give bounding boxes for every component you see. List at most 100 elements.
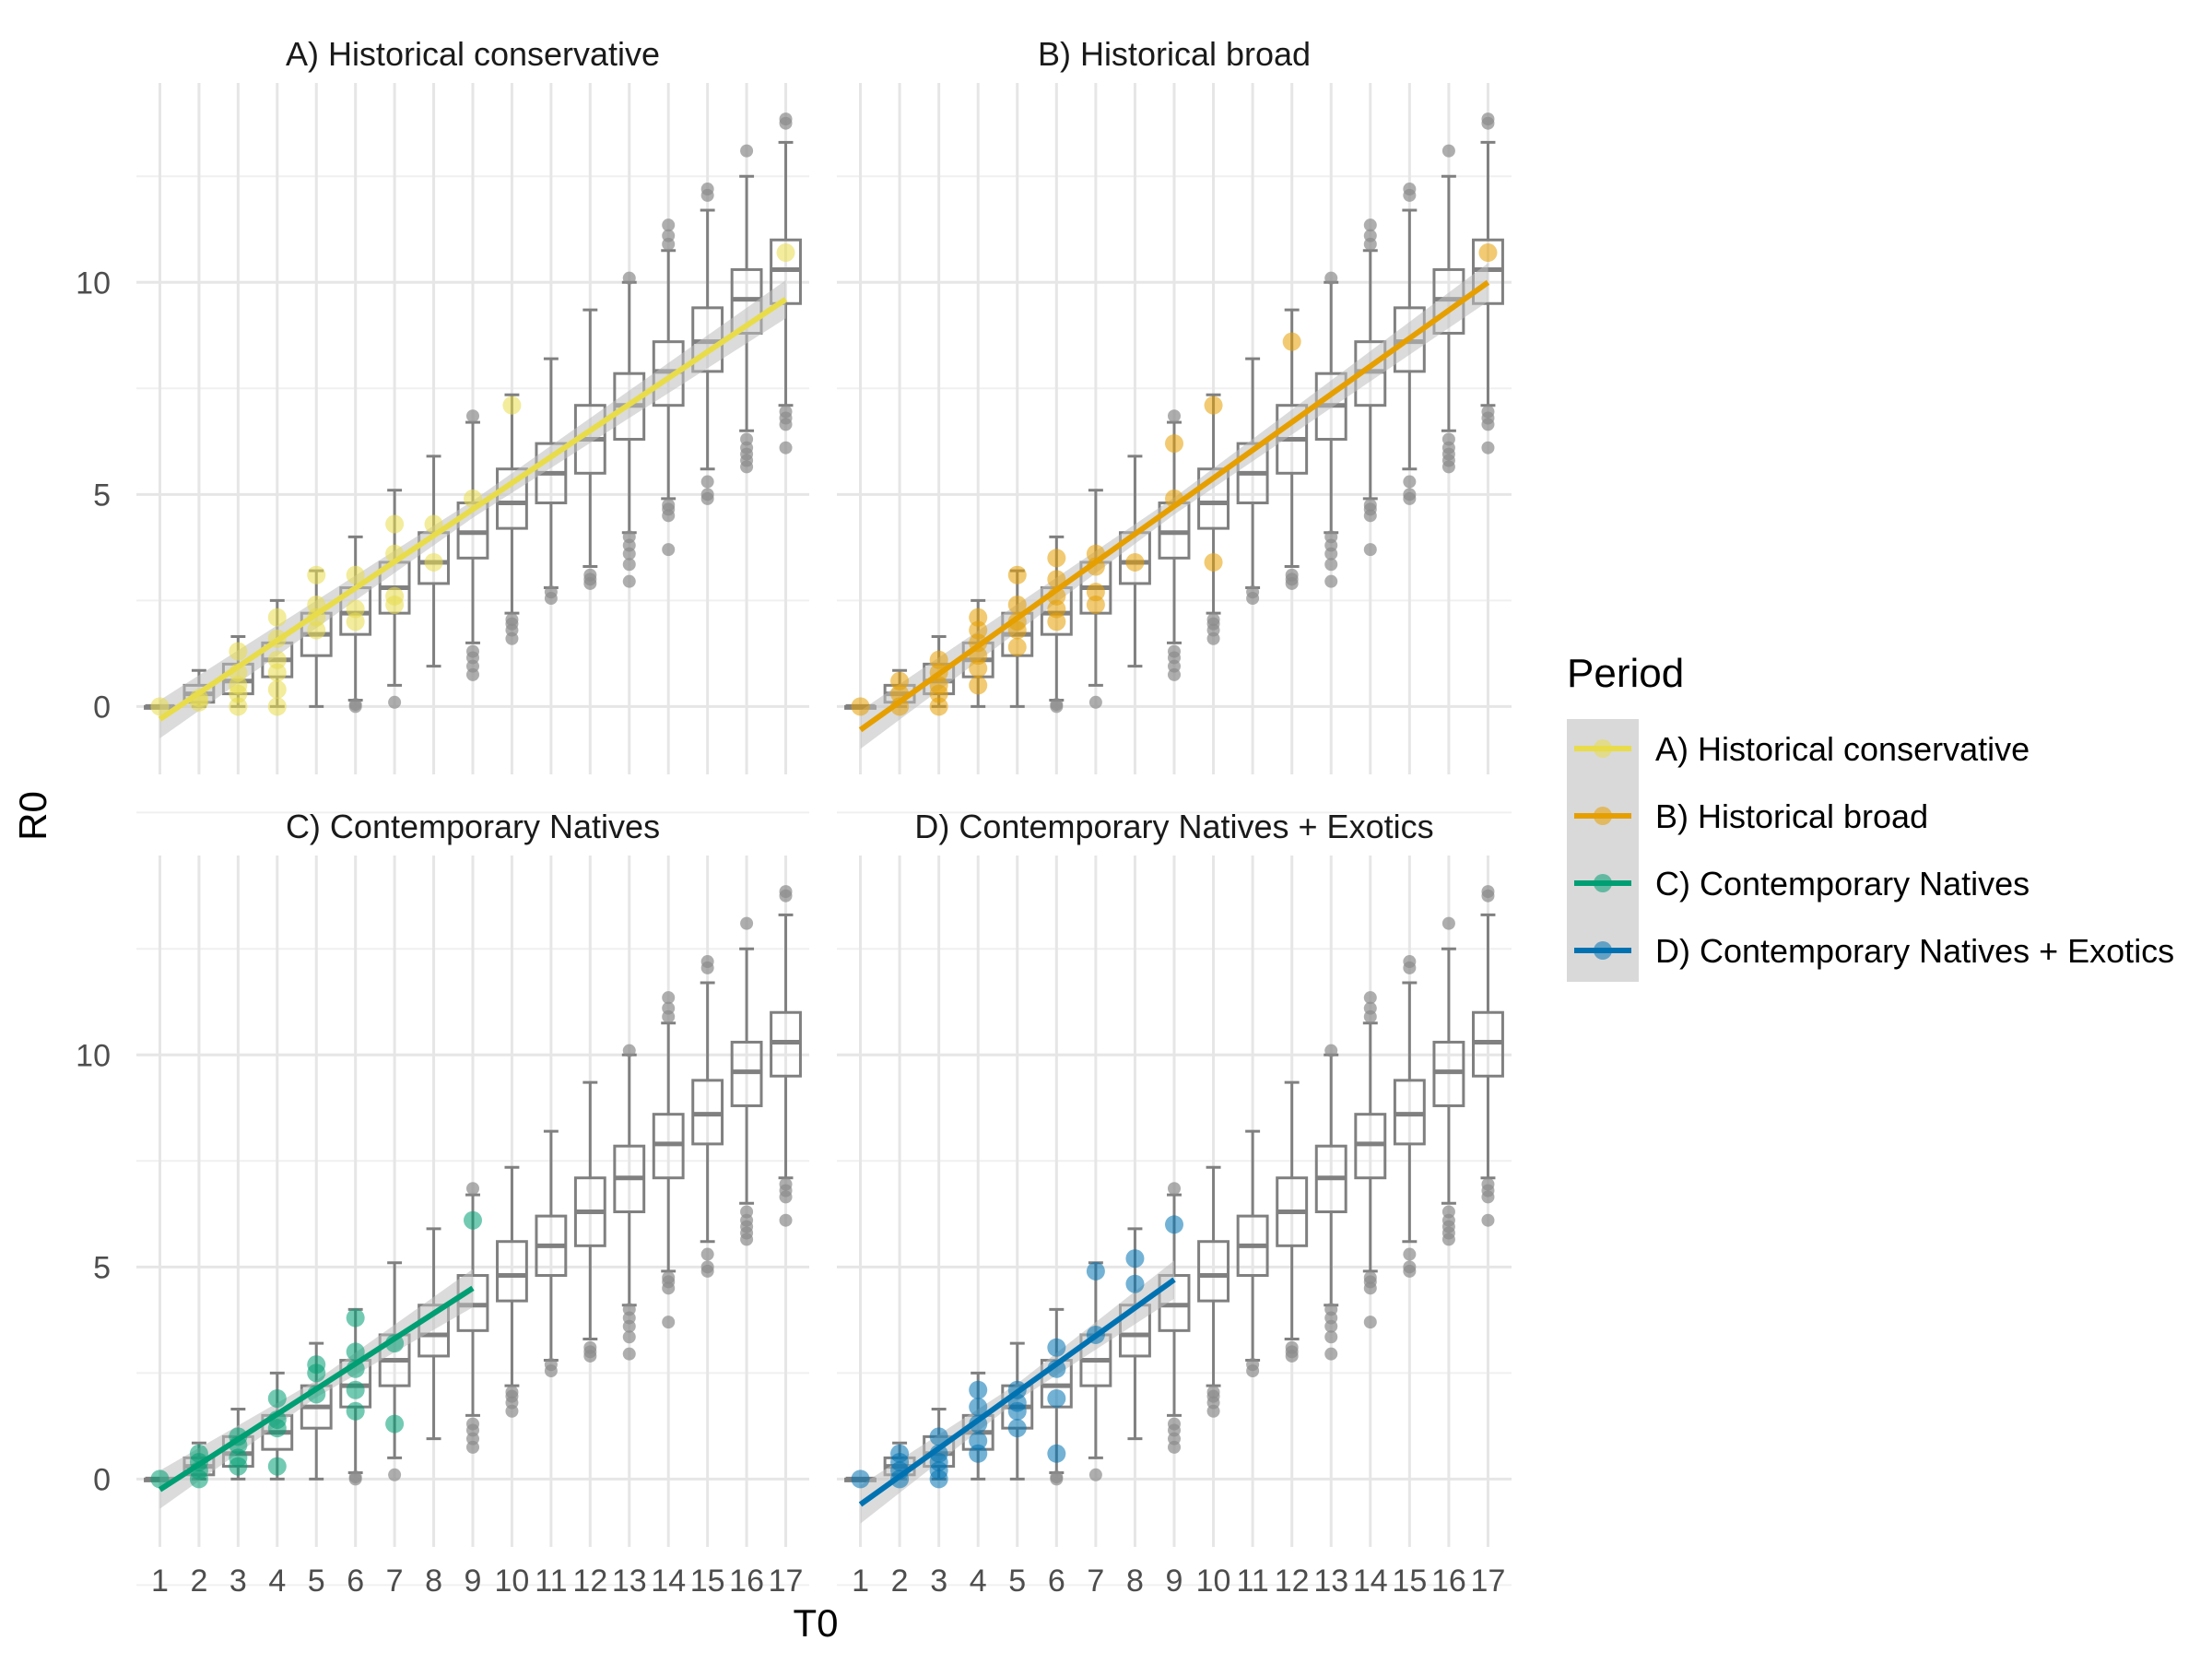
outlier-point [622,1303,636,1316]
outlier-point [1324,558,1338,572]
data-point [267,608,287,627]
outlier-point [348,1470,362,1484]
outlier-point [544,1358,558,1372]
boxplot [1314,1044,1347,1361]
outlier-point [466,409,479,423]
outlier-point [662,1270,676,1284]
boxplot [1197,393,1230,645]
outlier-point [1050,698,1064,712]
outlier-point [583,568,597,582]
x-tick-label: 6 [1048,1564,1065,1599]
boxplot [573,1080,606,1363]
boxplot [1197,1165,1230,1418]
outlier-point [388,695,402,709]
data-point [1047,599,1066,619]
data-point [267,679,287,699]
legend-label: C) Contemporary Natives [1655,865,2030,903]
x-tick-label: 1 [852,1564,869,1599]
outlier-point [1050,1470,1064,1484]
data-point [1047,1444,1066,1463]
data-point [929,676,948,695]
boxplot [1472,885,1504,1227]
outlier-point [700,1247,714,1261]
legend-key-point [1594,874,1612,892]
data-point [969,1380,988,1399]
x-tick-label: 14 [651,1564,686,1599]
data-point [385,514,405,534]
legend: Period A) Historical conservative B) Hist… [1567,651,2174,982]
outlier-point [622,574,636,588]
boxplot [730,916,763,1246]
boxplot [496,1165,528,1418]
outlier-point [1403,955,1417,969]
data-point [1125,1249,1145,1269]
regression-line [858,1277,1176,1507]
x-tick-label: 8 [425,1564,442,1599]
data-point [307,1355,326,1375]
outlier-point [1481,441,1495,454]
y-tick-label: 10 [76,266,111,301]
x-tick-label: 13 [1313,1564,1348,1599]
x-tick-label: 5 [308,1564,325,1599]
outlier-point [740,1205,754,1219]
outlier-point [1403,488,1417,502]
boxplot [573,308,606,590]
outlier-point [662,543,676,557]
outlier-point [622,1347,636,1361]
legend-title: Period [1567,651,1684,696]
outlier-point [1246,1358,1260,1372]
data-point [1125,552,1145,572]
box [1197,1240,1230,1303]
data-point [851,1469,870,1489]
outlier-point [662,498,676,512]
data-point [346,1380,365,1399]
x-tick-label: 15 [690,1564,725,1599]
x-tick-label: 9 [1166,1564,1183,1599]
outlier-point [1088,1468,1102,1481]
outlier-point [1168,1417,1181,1431]
data-point [1086,595,1105,614]
x-tick-label: 7 [386,1564,404,1599]
outlier-point [662,229,676,242]
x-tick-label: 12 [1275,1564,1310,1599]
data-point [502,395,522,415]
outlier-point [1168,644,1181,658]
box [496,1240,528,1303]
outlier-point [779,1213,793,1227]
data-point [1007,565,1027,584]
x-tick-label: 7 [1087,1564,1104,1599]
outlier-point [1441,144,1455,158]
x-tick-label: 6 [347,1564,364,1599]
data-point [1478,243,1498,263]
outlier-point [622,558,636,572]
facet-panel: B) Historical broad [837,35,1512,814]
outlier-point [662,218,676,232]
x-tick-label: 3 [229,1564,247,1599]
data-point [1165,1215,1183,1234]
x-tick-label: 10 [495,1564,530,1599]
outlier-point [505,1386,519,1399]
outlier-point [1481,405,1495,419]
data-point [969,1444,988,1463]
outlier-point [700,955,714,969]
boxplot [691,955,724,1278]
boxplot [1432,916,1465,1246]
outlier-point [700,183,714,196]
outlier-point [622,530,636,544]
data-point [229,642,248,661]
data-point [776,243,795,263]
outlier-point [1403,475,1417,489]
data-point [1047,1388,1066,1408]
facet-panel: A) Historical conservative 0 5 10 [76,35,809,814]
outlier-point [1363,991,1377,1005]
data-point [969,658,988,678]
x-tick-label: 2 [190,1564,207,1599]
boxplot [1314,271,1347,588]
x-axis-title: T0 [793,1601,838,1645]
data-point [229,1448,248,1468]
data-point [385,1414,405,1434]
data-point [307,620,326,640]
x-tick-label: 16 [1431,1564,1466,1599]
